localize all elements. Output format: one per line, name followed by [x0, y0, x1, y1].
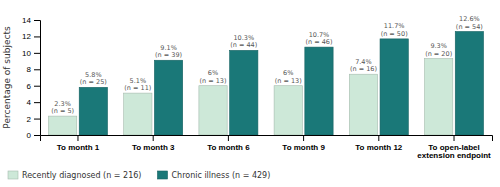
bar [230, 50, 258, 135]
data-label: 9.1%(n = 39) [155, 44, 182, 60]
legend-swatch [8, 171, 18, 179]
y-tick-mark [34, 20, 40, 21]
x-tick: To month 3 [132, 135, 175, 152]
y-axis-line [34, 21, 41, 136]
y-tick-mark [34, 135, 40, 136]
legend-item: Recently diagnosed (n = 216) [8, 171, 141, 180]
bar [48, 116, 76, 135]
x-tick-mark [77, 135, 78, 141]
x-tick: To month 1 [57, 135, 100, 152]
bar [305, 47, 333, 135]
plot: 02468101214To month 1To month 3To month … [2, 15, 493, 160]
y-tick-mark [34, 102, 40, 103]
x-tick: To month 9 [282, 135, 325, 152]
data-label: 11.7%(n = 50) [381, 22, 408, 38]
legend: Recently diagnosed (n = 216) Chronic illn… [8, 171, 270, 180]
bar [380, 39, 408, 135]
y-tick: 0 [27, 131, 40, 140]
x-tick-mark [378, 135, 379, 141]
y-tick-label: 0 [27, 131, 32, 140]
y-tick: 12 [22, 32, 40, 41]
y-axis-title: Percentage of subjects [2, 26, 12, 129]
y-tick-mark [34, 119, 40, 120]
x-tick-label: To month 9 [282, 143, 325, 152]
data-label: 10.3%(n = 44) [230, 34, 257, 50]
y-tick-mark [34, 36, 40, 37]
y-tick-label: 10 [22, 49, 31, 58]
y-tick: 14 [22, 16, 40, 25]
legend-label: Chronic illness (n = 429) [171, 171, 270, 180]
legend-item: Chronic illness (n = 429) [157, 171, 270, 180]
data-label: 5.1%(n = 11) [124, 77, 151, 92]
x-tick-mark [303, 135, 304, 141]
x-tick-label: To open-labelextension endpoint [417, 143, 491, 161]
bar [154, 60, 182, 135]
data-label: 9.3%(n = 20) [425, 42, 452, 58]
y-tick-label: 6 [27, 82, 32, 91]
x-tick-label: To month 6 [207, 143, 250, 152]
bar [199, 86, 227, 135]
data-label: 6%(n = 13) [200, 69, 227, 85]
bar [79, 87, 107, 135]
data-label: 5.8%(n = 25) [80, 71, 107, 86]
data-label: 7.4%(n = 16) [350, 58, 377, 74]
x-tick-mark [454, 135, 455, 141]
x-tick: To open-labelextension endpoint [417, 135, 491, 160]
y-tick: 2 [27, 115, 40, 124]
bar [425, 59, 453, 135]
legend-label: Recently diagnosed (n = 216) [22, 171, 141, 180]
y-tick-label: 14 [22, 16, 31, 25]
y-tick: 4 [27, 98, 40, 107]
bar [124, 93, 152, 135]
data-labels: 2.3%(n = 5) 5.1%(n = 11) 6%(n = 13) 6%(n = … [51, 15, 483, 115]
bar [455, 32, 483, 136]
bars [48, 32, 483, 136]
y-tick-label: 8 [27, 65, 32, 74]
x-tick: To month 12 [355, 135, 403, 152]
legend-swatch [157, 171, 167, 179]
data-label: 6%(n = 13) [275, 69, 302, 85]
y-tick-label: 2 [27, 115, 32, 124]
y-tick-label: 4 [27, 98, 32, 107]
y-tick: 6 [27, 82, 40, 91]
bar [349, 74, 377, 135]
x-tick-label: To month 12 [355, 143, 403, 152]
data-label: 12.6%(n = 54) [456, 15, 483, 31]
y-tick-mark [34, 86, 40, 87]
x-tick-label: To month 3 [132, 143, 175, 152]
x-tick-mark [228, 135, 229, 141]
x-axis: To month 1 To month 3 To month 6 To month 9… [41, 135, 493, 160]
y-tick-mark [34, 69, 40, 70]
data-label: 10.7%(n = 46) [305, 31, 332, 47]
bar [274, 86, 302, 135]
y-tick-mark [34, 53, 40, 54]
y-axis: 0 2 4 6 8 10 12 14 [22, 16, 40, 140]
y-tick-label: 12 [22, 32, 31, 41]
y-tick: 8 [27, 65, 40, 74]
x-tick: To month 6 [207, 135, 250, 152]
chart: 02468101214To month 1To month 3To month … [0, 0, 500, 187]
y-tick: 10 [22, 49, 40, 58]
x-tick-label: To month 1 [57, 143, 100, 152]
data-label: 2.3%(n = 5) [51, 100, 74, 116]
x-tick-mark [153, 135, 154, 141]
x-axis-line [41, 136, 493, 142]
